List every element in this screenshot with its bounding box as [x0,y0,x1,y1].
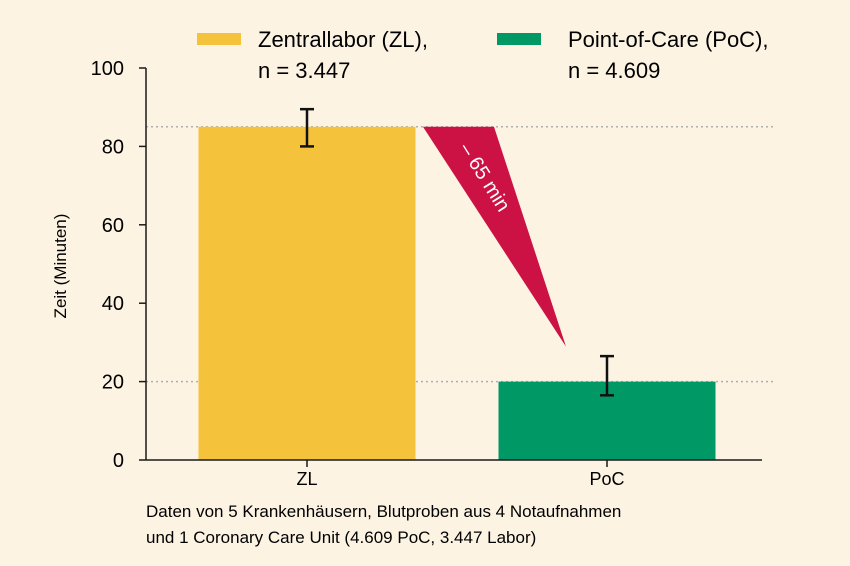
legend-label-zentrallabor-line2: n = 3.447 [258,58,350,83]
error-bar-zl [300,107,314,148]
y-axis-ticks: 0 20 40 60 80 100 [91,58,124,472]
y-tick-label-60: 60 [102,215,124,237]
footnote-line2: und 1 Coronary Care Unit (4.609 PoC, 3.4… [146,528,536,547]
y-tick-label-0: 0 [113,450,124,472]
x-tick-label-zl: ZL [296,469,317,489]
plot-area: – 65 min [139,67,776,467]
footnote-line1: Daten von 5 Krankenhäusern, Blutproben a… [146,502,621,521]
x-tick-label-poc: PoC [589,469,624,489]
legend-swatch-point-of-care [497,33,541,45]
legend-label-zentrallabor-line1: Zentrallabor (ZL), [258,27,428,52]
legend-label-point-of-care-line2: n = 4.609 [568,58,660,83]
y-axis-title: Zeit (Minuten) [51,214,70,319]
legend-swatch-zentrallabor [197,33,241,45]
y-tick-label-40: 40 [102,293,124,315]
y-tick-label-100: 100 [91,58,124,80]
y-tick-label-80: 80 [102,136,124,158]
bar-zl [198,126,416,461]
difference-wedge [423,126,566,347]
y-tick-label-20: 20 [102,372,124,394]
error-bar-poc [600,354,614,397]
legend-label-point-of-care-line1: Point-of-Care (PoC), [568,27,769,52]
legend: Zentrallabor (ZL), n = 3.447 Point-of-Ca… [197,27,769,83]
